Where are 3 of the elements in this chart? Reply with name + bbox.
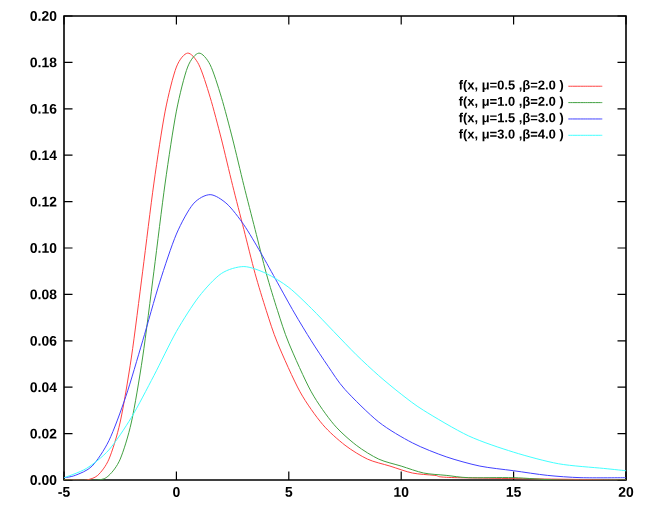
line-series [64,266,626,479]
line-series [64,194,626,479]
line-series [64,52,626,480]
